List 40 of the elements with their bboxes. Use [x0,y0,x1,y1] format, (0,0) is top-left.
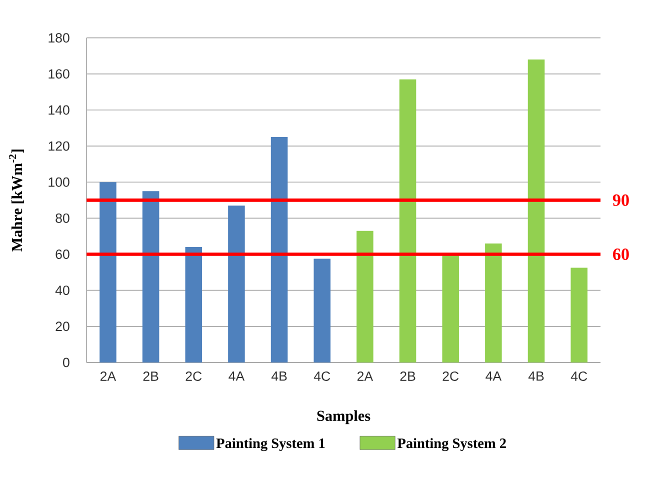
x-tick-label: 4B [528,371,544,381]
x-tick-label: 4A [486,371,502,381]
x-tick-label: 4A [228,371,245,381]
legend-label: Painting System 1 [216,438,325,451]
bar [528,59,545,362]
bar [314,258,330,362]
x-tick-label: 2B [143,371,158,381]
y-tick-label: 180 [48,33,70,42]
x-tick-label: 2C [186,371,202,381]
ref-line-label: 60 [613,248,629,260]
x-tick-label: 2A [357,371,374,381]
x-tick-label: 4C [570,371,588,381]
bar [100,182,116,362]
x-tick-label: 2B [400,371,416,381]
y-tick-label: 0 [63,358,70,368]
y-tick-label: 140 [48,105,70,115]
x-tick-label: 2C [442,371,459,381]
y-tick-label: 80 [56,213,70,223]
bar [356,230,374,362]
y-tick-label: 120 [48,141,70,151]
y-axis-title: Mahre [kWm$^{-2}$] [8,150,24,252]
x-axis-title: Samples [317,410,370,424]
bar [442,254,459,362]
x-tick-label: 4B [271,371,287,381]
y-tick-label: 40 [55,285,70,295]
x-tick-label: 2A [100,371,116,381]
bar [570,268,588,362]
bar [228,205,245,362]
bar [399,79,416,362]
y-tick-label: 100 [48,177,70,187]
legend-label: Painting System 2 [397,438,506,451]
y-tick-label: 20 [56,322,70,331]
bar [270,136,288,362]
bar [185,246,202,362]
bar [485,243,502,362]
y-tick-label: 60 [56,249,70,259]
bar [142,191,160,362]
ref-line-label: 90 [612,194,629,206]
x-tick-label: 4C [314,371,330,381]
y-tick-label: 160 [48,69,70,79]
